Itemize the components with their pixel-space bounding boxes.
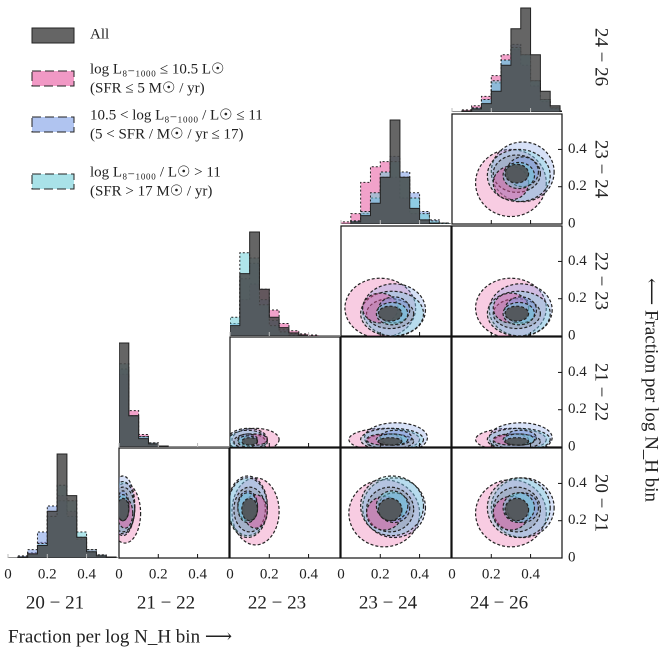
y-bin-label: 22 − 23 <box>591 252 612 310</box>
x-tick-label: 0 <box>448 566 456 582</box>
x-tick-label: 0.4 <box>77 566 96 582</box>
histogram-panel <box>341 119 451 224</box>
y-tick-label: 0 <box>568 327 576 343</box>
contour <box>241 437 259 446</box>
x-tick-label: 0.2 <box>371 566 390 582</box>
x-tick-label: 0.4 <box>521 566 540 582</box>
legend-label: All <box>90 26 109 42</box>
contour <box>504 437 530 446</box>
panel-frame <box>340 447 452 559</box>
histogram <box>8 453 118 558</box>
x-bin-label: 22 − 23 <box>248 592 306 613</box>
x-axis-title: Fraction per log N_H bin ⟶ <box>8 626 232 647</box>
histogram-panel <box>119 342 229 447</box>
legend-label: (5 < SFR / M☉ / yr ≤ 17) <box>90 126 244 142</box>
y-tick-label: 0.2 <box>568 512 587 528</box>
y-tick-label: 0.2 <box>568 401 587 417</box>
x-tick-label: 0.2 <box>38 566 57 582</box>
legend-swatch <box>31 173 75 190</box>
x-tick-label: 0 <box>4 566 12 582</box>
x-tick-label: 0 <box>337 566 345 582</box>
x-tick-label: 0.2 <box>149 566 168 582</box>
y-bin-label: 20 − 21 <box>591 474 612 532</box>
x-bin-label: 24 − 26 <box>470 592 528 613</box>
contour-panel <box>474 477 555 548</box>
legend-swatch <box>31 70 75 87</box>
contour-panel <box>230 475 280 546</box>
legend-swatch <box>31 27 75 44</box>
histogram <box>341 119 451 224</box>
contour <box>377 497 403 522</box>
panel-frame <box>340 225 452 337</box>
histogram <box>119 342 229 447</box>
panel-frame <box>451 447 563 559</box>
contour-panel <box>474 277 553 336</box>
y-bin-label: 24 − 26 <box>591 28 612 86</box>
histogram <box>452 7 562 112</box>
panel-frame <box>229 336 341 448</box>
x-tick-label: 0.2 <box>482 566 501 582</box>
y-tick-label: 0.2 <box>568 178 587 194</box>
panel-frame <box>451 113 563 225</box>
y-tick-label: 0.2 <box>568 290 587 306</box>
contour-panel <box>119 475 142 544</box>
x-tick-label: 0.4 <box>299 566 318 582</box>
panel-frame <box>340 336 452 448</box>
contour-panel <box>230 427 280 447</box>
contour <box>504 305 530 322</box>
contour <box>241 497 259 522</box>
x-tick-label: 0 <box>115 566 123 582</box>
contour-panel <box>474 422 553 447</box>
x-tick-label: 0.2 <box>260 566 279 582</box>
y-bin-label: 23 − 24 <box>591 140 612 199</box>
legend-label: (SFR > 17 M☉ / yr) <box>90 183 212 199</box>
y-tick-label: 0 <box>568 438 576 454</box>
x-bin-label: 21 − 22 <box>137 592 195 613</box>
x-bin-label: 20 − 21 <box>26 592 84 613</box>
contour <box>377 437 403 446</box>
panel-frame <box>451 225 563 337</box>
panel-frame <box>451 336 563 448</box>
contour-panel <box>348 422 429 447</box>
x-tick-label: 0.4 <box>188 566 207 582</box>
legend-label: log L₈₋₁₀₀₀ ≤ 10.5 L☉ <box>90 61 225 77</box>
histogram-panel <box>452 7 562 112</box>
legend-label: (SFR ≤ 5 M☉ / yr) <box>90 80 205 96</box>
histogram-panel <box>230 231 340 336</box>
contour <box>504 163 530 184</box>
x-tick-label: 0 <box>226 566 234 582</box>
x-tick-label: 0.4 <box>410 566 429 582</box>
legend-label: 10.5 < log L₈₋₁₀₀₀ / L☉ ≤ 11 <box>90 107 263 123</box>
x-bin-label: 23 − 24 <box>359 592 418 613</box>
contour <box>377 305 403 322</box>
y-tick-label: 0.4 <box>568 364 587 380</box>
legend-swatch <box>31 116 75 133</box>
histogram <box>230 231 340 336</box>
contour <box>119 497 130 522</box>
contour-panel <box>344 277 427 336</box>
contour-panel <box>474 141 555 218</box>
contour-panel <box>348 475 427 548</box>
panel-frame <box>229 447 341 559</box>
y-tick-label: 0 <box>568 549 576 565</box>
legend-label: log L₈₋₁₀₀₀ / L☉ > 11 <box>90 164 221 180</box>
contour <box>504 497 530 522</box>
y-tick-label: 0.4 <box>568 475 587 491</box>
y-tick-label: 0.4 <box>568 141 587 157</box>
y-tick-label: 0.4 <box>568 253 587 269</box>
y-tick-label: 0 <box>568 215 576 231</box>
histogram-panel <box>8 453 118 558</box>
y-bin-label: 21 − 22 <box>591 363 612 421</box>
y-axis-title: ⟵ Fraction per log N_H bin <box>641 278 662 503</box>
